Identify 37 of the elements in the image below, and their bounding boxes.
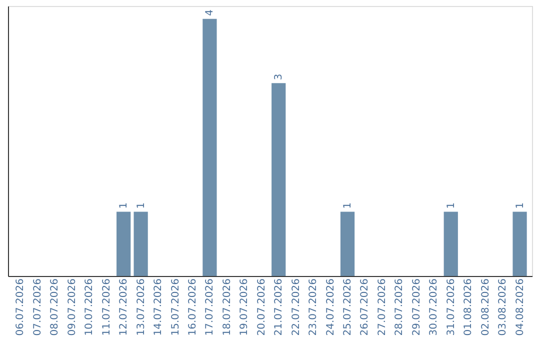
- x-tick-label: 19.07.2026: [239, 278, 250, 336]
- data-label: 1: [446, 202, 457, 209]
- x-tick-label: 28.07.2026: [394, 278, 406, 336]
- data-label: 4: [204, 9, 216, 16]
- x-tick-label: 18.07.2026: [222, 278, 233, 336]
- x-tick-label: 12.07.2026: [118, 278, 130, 336]
- x-tick-label: 01.08.2026: [463, 278, 474, 336]
- x-tick-label: 14.07.2026: [153, 278, 164, 336]
- x-tick-label: 17.07.2026: [204, 278, 216, 336]
- data-label: 1: [514, 202, 526, 209]
- x-tick-label: 26.07.2026: [360, 278, 371, 336]
- data-label: 1: [118, 202, 130, 209]
- x-tick-label: 11.07.2026: [101, 278, 112, 336]
- x-tick-label: 07.07.2026: [32, 278, 44, 336]
- x-tick-label: 31.07.2026: [446, 278, 457, 336]
- x-tick-label: 22.07.2026: [290, 278, 302, 336]
- x-tick-label: 24.07.2026: [325, 278, 336, 336]
- x-tick-label: 15.07.2026: [170, 278, 182, 336]
- x-tick-label: 04.08.2026: [514, 278, 526, 336]
- x-tick-label: 20.07.2026: [256, 278, 268, 336]
- x-tick-label: 30.07.2026: [428, 278, 440, 336]
- x-tick-label: 08.07.2026: [50, 278, 61, 336]
- data-label: 1: [342, 202, 354, 209]
- x-tick-label: 10.07.2026: [84, 278, 96, 336]
- data-label: 3: [274, 74, 285, 80]
- x-tick-label: 13.07.2026: [136, 278, 147, 336]
- x-tick-label: 25.07.2026: [342, 278, 354, 336]
- x-tick-label: 09.07.2026: [66, 278, 78, 336]
- x-tick-label: 02.08.2026: [480, 278, 492, 336]
- x-tick-label: 21.07.2026: [274, 278, 285, 336]
- x-tick-label: 23.07.2026: [308, 278, 320, 336]
- x-tick-label: 27.07.2026: [376, 278, 388, 336]
- x-tick-label: 29.07.2026: [411, 278, 422, 336]
- x-tick-label: 03.08.2026: [498, 278, 509, 336]
- data-label: 1: [136, 202, 147, 209]
- x-tick-label: 16.07.2026: [187, 278, 198, 336]
- x-tick-label: 06.07.2026: [15, 278, 26, 336]
